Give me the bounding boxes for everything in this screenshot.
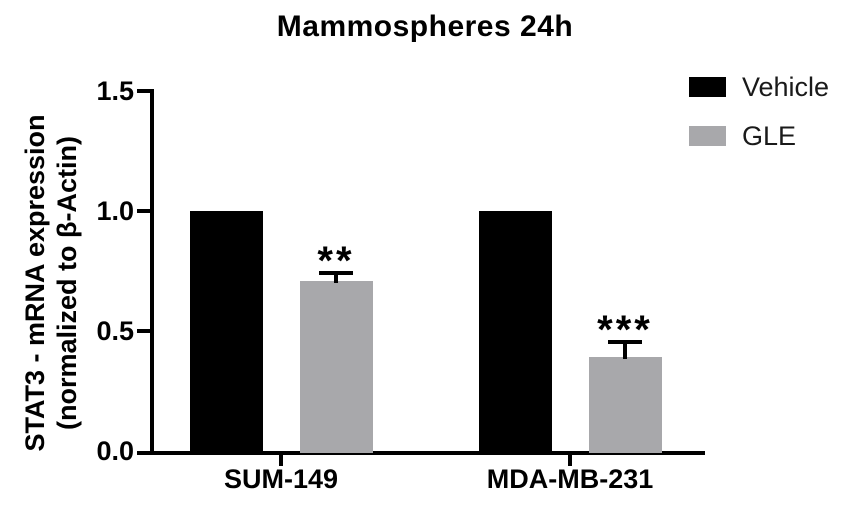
error-bar-stem-gle-mda-mb-231 (623, 341, 627, 360)
x-axis-line (137, 451, 705, 455)
legend-label-gle: GLE (742, 120, 797, 151)
y-tick-label-0.0: 0.0 (96, 436, 134, 466)
legend-item-gle: GLE (689, 121, 829, 151)
vehicle-swatch-icon (689, 77, 726, 97)
y-axis-title-line1: STAT3 - mRNA expression (20, 114, 51, 452)
legend-item-vehicle: Vehicle (689, 72, 829, 102)
chart-title: Mammospheres 24h (276, 10, 574, 43)
y-tick-label-1.0: 1.0 (96, 196, 134, 226)
significance-marker-mda-mb-231: *** (597, 307, 653, 352)
y-tick-1.0 (137, 209, 150, 213)
bar-vehicle-mda-mb-231 (478, 211, 552, 453)
bar-gle-mda-mb-231 (588, 357, 662, 453)
legend: Vehicle GLE (689, 72, 829, 170)
y-axis-title: STAT3 - mRNA expression (normalized to β… (20, 114, 84, 451)
y-axis-line (150, 89, 154, 455)
y-axis-title-line2: (normalized to β-Actin) (52, 136, 82, 430)
error-bar-stem-gle-sum-149 (334, 273, 338, 283)
significance-marker-sum-149: ** (317, 239, 355, 284)
x-tick-mda-mb-231 (568, 453, 572, 466)
bar-gle-sum-149 (299, 280, 373, 453)
legend-label-vehicle: Vehicle (742, 71, 830, 102)
x-tick-label-mda-mb-231: MDA-MB-231 (486, 464, 654, 494)
y-tick-label-1.5: 1.5 (96, 76, 134, 106)
bar-vehicle-sum-149 (189, 211, 263, 453)
y-tick-1.5 (137, 89, 150, 93)
y-tick-label-0.5: 0.5 (96, 316, 134, 346)
x-tick-label-sum-149: SUM-149 (223, 464, 339, 494)
y-tick-0.5 (137, 329, 150, 333)
gle-swatch-icon (689, 126, 726, 146)
x-tick-sum-149 (279, 453, 283, 466)
